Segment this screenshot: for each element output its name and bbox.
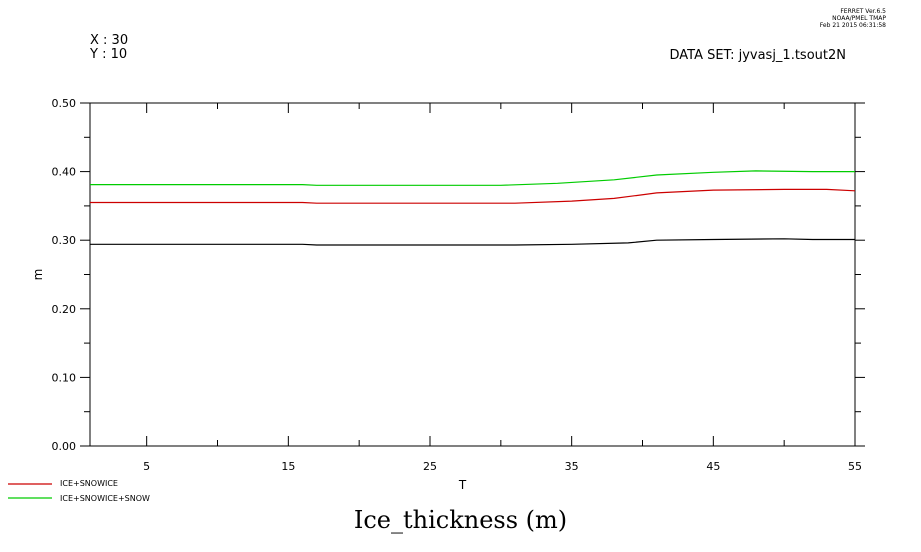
legend-label-ice-snowice: ICE+SNOWICE xyxy=(60,479,118,488)
y-axis-label: m xyxy=(31,269,45,281)
x-axis-label: T xyxy=(458,478,467,492)
y-tick-label: 0.20 xyxy=(52,303,77,316)
y-tick-label: 0.00 xyxy=(52,440,77,453)
stamp-line-2: NOAA/PMEL TMAP xyxy=(832,15,886,22)
legend-label-ice-snowice-snow: ICE+SNOWICE+SNOW xyxy=(60,494,150,503)
chart-series xyxy=(90,170,856,246)
series-line-2 xyxy=(90,188,856,204)
chart-title: Ice_thickness (m) xyxy=(353,506,568,534)
x-tick-label: 55 xyxy=(848,460,862,473)
ferret-version-stamp: FERRET Ver.6.5 NOAA/PMEL TMAP Feb 21 201… xyxy=(820,8,886,29)
y-tick-label: 0.50 xyxy=(52,97,77,110)
dataset-label: DATA SET: jyvasj_1.tsout2N xyxy=(669,48,846,63)
x-tick-label: 25 xyxy=(423,460,437,473)
x-tick-label: 15 xyxy=(281,460,295,473)
stamp-line-1: FERRET Ver.6.5 xyxy=(840,8,886,15)
plot-frame xyxy=(89,102,856,447)
x-tick-label: 35 xyxy=(565,460,579,473)
stamp-line-3: Feb 21 2015 06:31:58 xyxy=(819,22,886,29)
y-tick-label: 0.10 xyxy=(52,371,77,384)
coord-y-label: Y : 10 xyxy=(90,47,128,62)
y-tick-label: 0.30 xyxy=(52,234,77,247)
x-tick-label: 5 xyxy=(143,460,150,473)
series-line-1 xyxy=(90,238,855,246)
y-tick-label: 0.40 xyxy=(52,166,77,179)
chart-legend-lines xyxy=(8,483,52,499)
x-tick-label: 45 xyxy=(706,460,720,473)
series-line-3 xyxy=(90,170,855,186)
coord-x-label: X : 30 xyxy=(90,33,129,48)
chart-axes: 5 15 25 35 45 55 0.00 0.10 0.20 0.30 0.40 0.50 Tm xyxy=(31,97,865,492)
